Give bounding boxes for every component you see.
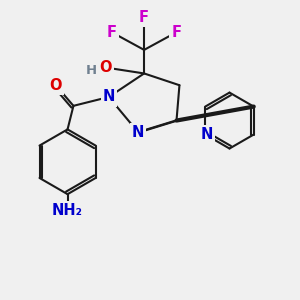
Text: N: N: [103, 89, 115, 104]
Text: NH₂: NH₂: [52, 203, 83, 218]
Text: F: F: [139, 10, 149, 25]
Text: F: F: [172, 25, 182, 40]
Text: O: O: [100, 60, 112, 75]
Text: O: O: [50, 78, 62, 93]
Text: N: N: [132, 125, 144, 140]
Text: H: H: [85, 64, 97, 77]
Text: F: F: [107, 25, 117, 40]
Text: N: N: [201, 127, 213, 142]
